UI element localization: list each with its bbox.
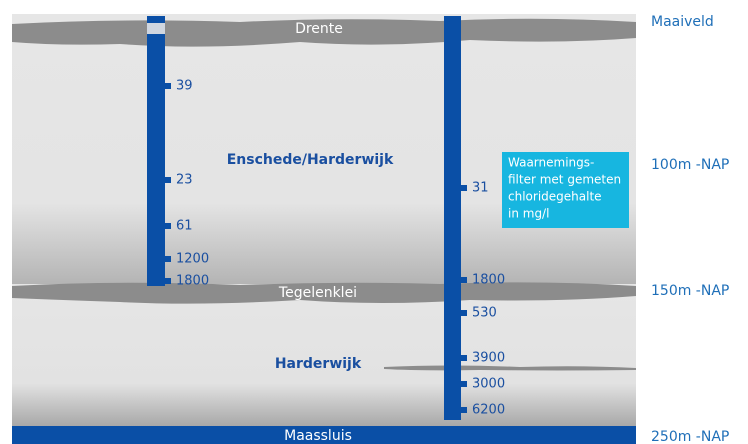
reading-label: 3900 xyxy=(472,351,505,366)
depth-label: Maaiveld xyxy=(651,14,714,30)
legend-line: filter met gemeten xyxy=(508,173,621,187)
diagram: Drente Tegelenklei Maassluis Maaiveld 10… xyxy=(0,0,748,444)
depth-label: 150m -NAP xyxy=(651,283,729,299)
filter-marker xyxy=(461,355,467,361)
reading-label: 39 xyxy=(176,79,193,94)
filter-marker xyxy=(165,223,171,229)
legend-line: chloridegehalte xyxy=(508,190,602,204)
filter-marker xyxy=(461,185,467,191)
filter-marker xyxy=(165,177,171,183)
depth-label: 100m -NAP xyxy=(651,157,729,173)
reading-label: 1800 xyxy=(176,274,209,289)
filter-marker xyxy=(165,83,171,89)
layer-label: Tegelenklei xyxy=(278,285,357,301)
reading-label: 61 xyxy=(176,219,193,234)
reading-label: 1800 xyxy=(472,273,505,288)
filter-marker xyxy=(461,277,467,283)
filter-marker xyxy=(461,407,467,413)
filter-marker xyxy=(461,310,467,316)
filter-marker xyxy=(165,256,171,262)
depth-label: 250m -NAP xyxy=(651,429,729,444)
reading-label: 31 xyxy=(472,181,489,196)
well-left-gap xyxy=(147,23,165,34)
reading-label: 23 xyxy=(176,173,193,188)
aquifer-label: Harderwijk xyxy=(275,356,362,372)
well-right xyxy=(444,16,461,420)
layer-label: Maassluis xyxy=(284,428,352,444)
aquifer-upper xyxy=(12,14,636,284)
reading-label: 1200 xyxy=(176,252,209,267)
reading-label: 3000 xyxy=(472,377,505,392)
aquifer-label: Enschede/Harderwijk xyxy=(227,152,394,168)
filter-marker xyxy=(165,278,171,284)
reading-label: 530 xyxy=(472,306,497,321)
layer-label: Drente xyxy=(295,21,343,37)
well-left xyxy=(147,16,165,286)
legend-line: Waarnemings- xyxy=(508,156,594,170)
aquifer-lower xyxy=(12,284,636,426)
filter-marker xyxy=(461,381,467,387)
reading-label: 6200 xyxy=(472,403,505,418)
legend-line: in mg/l xyxy=(508,207,549,221)
